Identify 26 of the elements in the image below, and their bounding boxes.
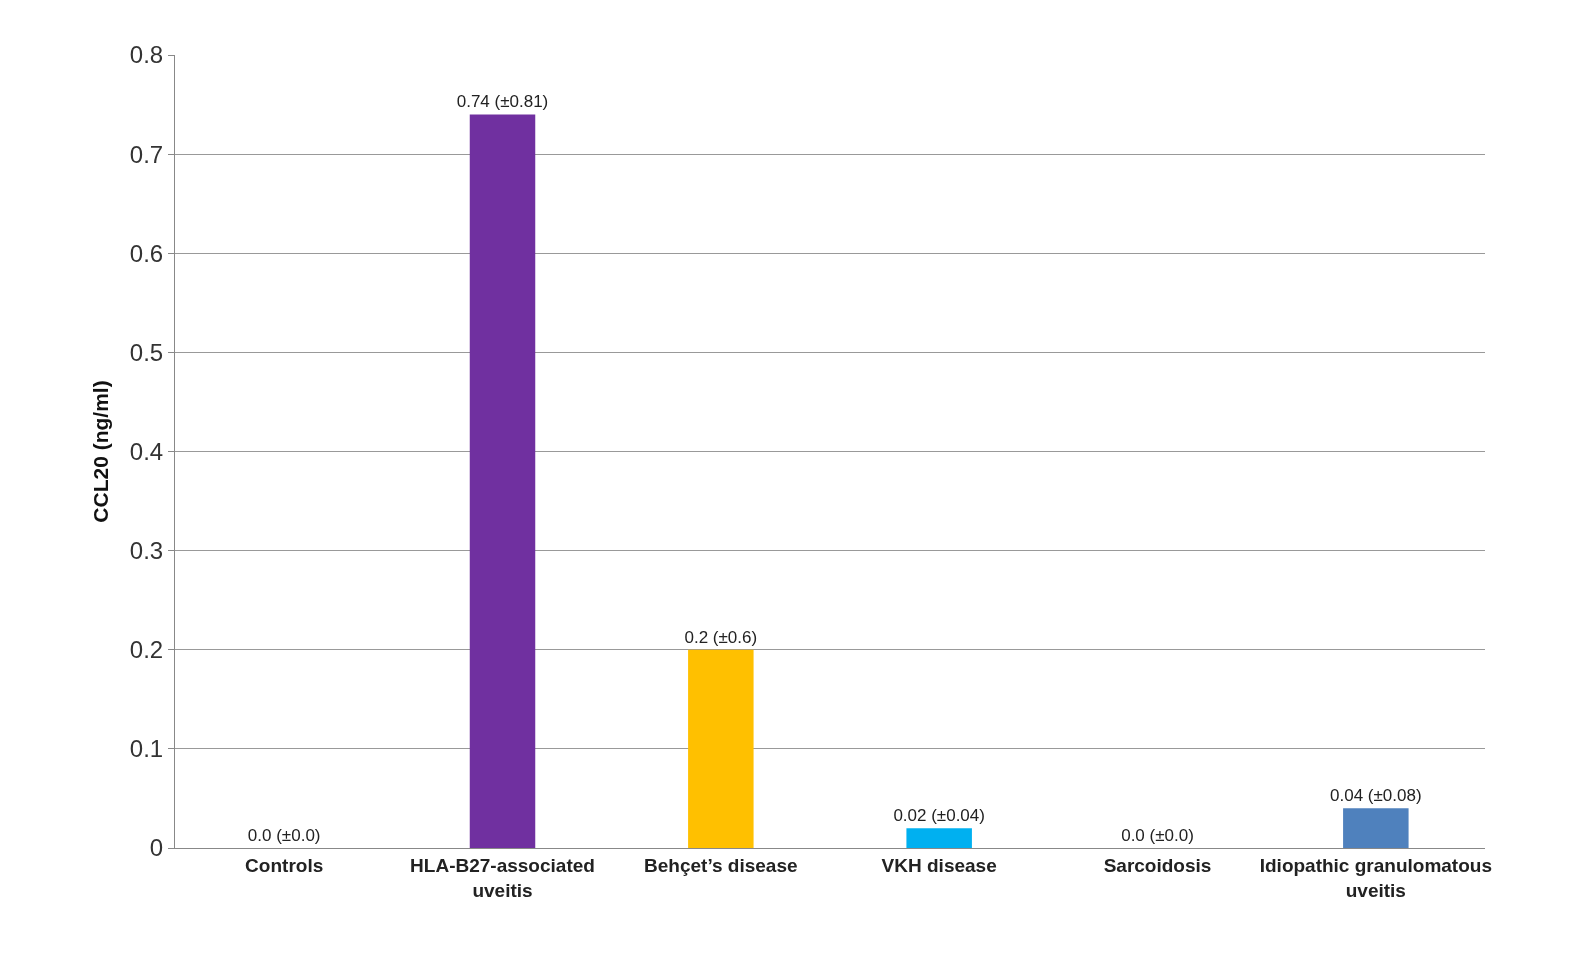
y-tick-label: 0: [149, 834, 164, 862]
y-tick-label: 0.5: [129, 338, 164, 366]
data-label: 0.0 (±0.0): [1121, 826, 1194, 845]
x-tick-label: HLA-B27-associated uveitis: [410, 854, 595, 901]
y-tick-label: 0.7: [129, 140, 164, 168]
y-tick-label: 0.2: [129, 636, 164, 664]
y-axis-title: CCL20 (ng/ml): [88, 380, 112, 523]
bar: [1343, 808, 1409, 848]
y-tick-label: 0.4: [129, 437, 164, 465]
bar: [906, 828, 972, 848]
data-label: 0.02 (±0.04): [893, 806, 985, 826]
y-tick-label: 0.1: [129, 735, 164, 763]
x-tick-label: Controls: [245, 854, 324, 876]
bar: [469, 114, 536, 848]
y-tick-label: 0.8: [129, 41, 164, 69]
data-label: 0.04 (±0.08): [1330, 786, 1422, 806]
y-tick-label: 0.6: [129, 239, 164, 267]
y-tick-label: 0.3: [129, 537, 164, 565]
x-tick-label: Behçet’s disease: [644, 854, 798, 876]
data-label: 0.0 (±0.0): [247, 826, 321, 845]
x-tick-label: Idiopathic granulomatous uveitis: [1259, 854, 1492, 901]
data-label: 0.74 (±0.81): [456, 92, 549, 112]
bar: [688, 649, 754, 848]
x-tick-label: Sarcoidosis: [1103, 854, 1212, 876]
x-tick-label: VKH disease: [881, 854, 997, 876]
data-label: 0.2 (±0.6): [684, 627, 758, 647]
